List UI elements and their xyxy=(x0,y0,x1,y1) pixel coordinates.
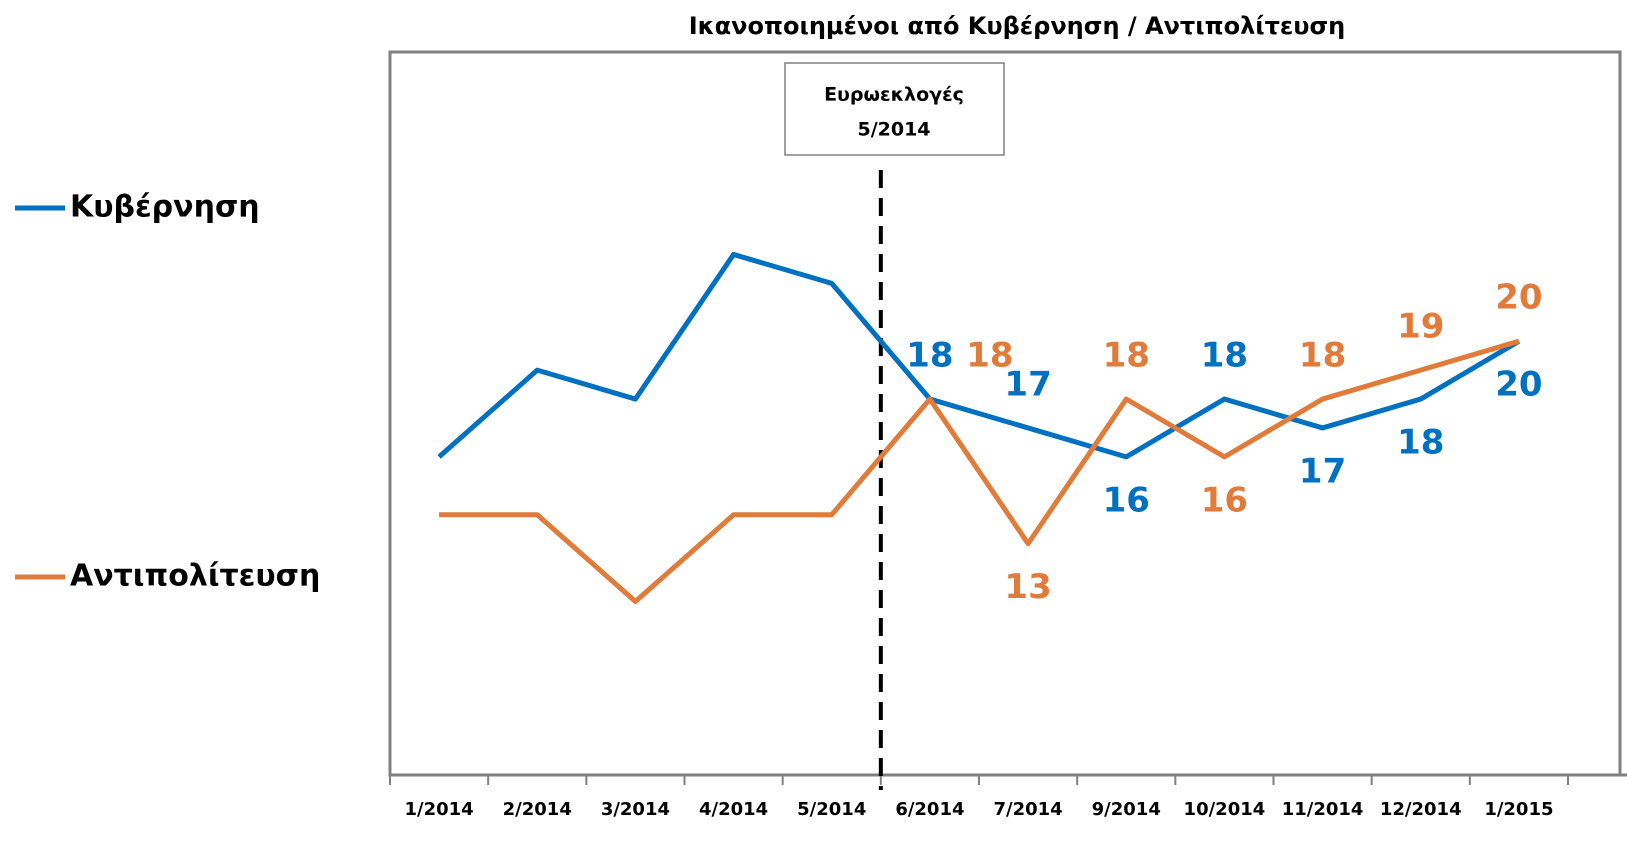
x-tick-label: 2/2014 xyxy=(503,799,572,820)
legend-label: Κυβέρνηση xyxy=(70,190,260,225)
annotation-text: Ευρωεκλογές xyxy=(824,84,964,106)
annotation-text: 5/2014 xyxy=(857,119,930,141)
data-label: 13 xyxy=(1004,567,1051,607)
x-tick-label: 10/2014 xyxy=(1184,799,1266,820)
x-tick-label: 7/2014 xyxy=(993,799,1062,820)
x-tick-label: 11/2014 xyxy=(1282,799,1364,820)
x-tick-label: 12/2014 xyxy=(1380,799,1462,820)
x-tick-label: 4/2014 xyxy=(699,799,768,820)
x-tick-label: 1/2014 xyxy=(404,799,473,820)
data-label: 20 xyxy=(1495,278,1542,318)
data-label: 19 xyxy=(1397,307,1444,347)
data-label: 20 xyxy=(1495,365,1542,405)
data-label: 17 xyxy=(1299,451,1346,491)
series-line xyxy=(437,251,1521,460)
chart-title: Ικανοποιημένοι από Κυβέρνηση / Αντιπολίτ… xyxy=(689,12,1346,40)
x-tick-label: 1/2015 xyxy=(1484,799,1553,820)
data-label: 18 xyxy=(1299,336,1346,376)
data-label: 18 xyxy=(906,336,953,376)
data-label: 18 xyxy=(1103,336,1150,376)
data-label: 16 xyxy=(1103,480,1150,520)
data-label: 18 xyxy=(1397,423,1444,463)
data-label: 16 xyxy=(1201,480,1248,520)
legend-label: Αντιπολίτευση xyxy=(70,559,320,594)
x-tick-label: 6/2014 xyxy=(895,799,964,820)
series-line xyxy=(439,338,1520,604)
x-tick-label: 5/2014 xyxy=(797,799,866,820)
x-tick-label: 9/2014 xyxy=(1092,799,1161,820)
data-label: 18 xyxy=(966,336,1013,376)
data-label: 17 xyxy=(1004,364,1051,404)
plot-frame xyxy=(388,50,1622,777)
x-tick-label: 3/2014 xyxy=(601,799,670,820)
data-label: 18 xyxy=(1201,336,1248,376)
annotation-box xyxy=(784,62,1005,156)
